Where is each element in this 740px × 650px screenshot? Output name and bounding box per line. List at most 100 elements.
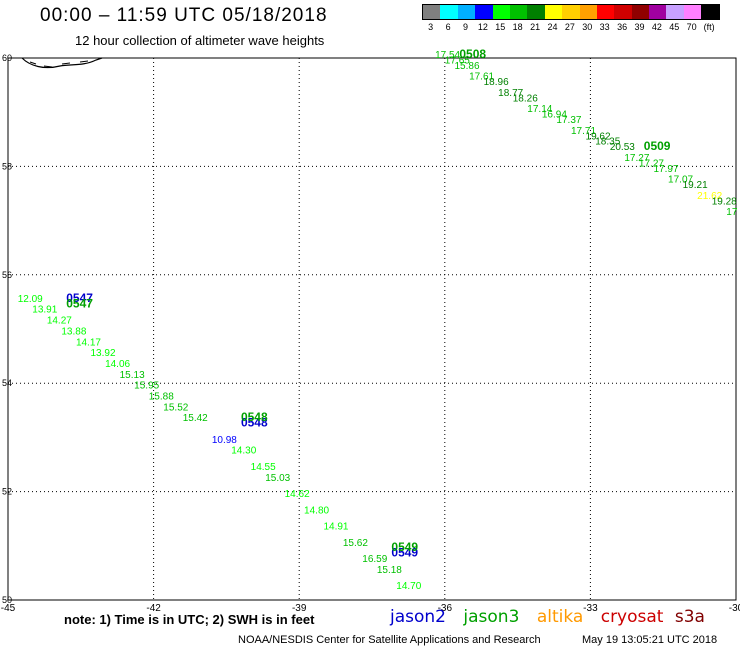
pass-number-label: 0549 [391, 546, 418, 560]
sat-jason3: jason3 [463, 607, 520, 627]
swh-value-label: 20.53 [610, 142, 635, 153]
swh-value-label: 14.27 [47, 316, 72, 327]
legend-labels: 3 6 9 12 15 18 21 24 27 30 33 36 39 42 45 70 (ft) [422, 20, 720, 34]
pass-number-label: 0548 [241, 416, 268, 430]
swh-value-label: 14.62 [285, 489, 310, 500]
lat-tick-label: 58 [2, 161, 12, 171]
swh-value-label: 15.13 [120, 370, 145, 381]
legend-swatch [457, 5, 476, 19]
legend-label: 33 [599, 22, 610, 32]
swh-value-label: 17.27 [639, 158, 664, 169]
pass-number-label: 0508 [459, 47, 486, 61]
legend-label: 9 [462, 22, 469, 32]
swh-value-label: 14.55 [251, 462, 276, 473]
lat-tick-label: 54 [2, 378, 12, 388]
legend-label: 70 [686, 22, 697, 32]
legend-label: 15 [495, 22, 506, 32]
swh-value-label: 14.91 [323, 522, 348, 533]
swh-value-label: 19.21 [683, 180, 708, 191]
swh-value-label: 15.03 [265, 473, 290, 484]
swh-value-label: 15.42 [183, 413, 208, 424]
swh-value-label: 17.27 [624, 153, 649, 164]
legend-label: 45 [669, 22, 680, 32]
swh-value-label: 16.94 [542, 110, 567, 121]
swh-value-label: 17.14 [527, 104, 552, 115]
swh-value-label: 14.30 [231, 446, 256, 457]
satellite-legend: jason2 jason3 altika cryosat s3a [390, 607, 717, 627]
swh-value-label: 17.07 [668, 175, 693, 186]
swh-value-label: 19.28 [712, 196, 737, 207]
legend-label: (ft) [703, 22, 715, 32]
lon-tick-label: -30 [729, 603, 740, 614]
swh-value-label: 16.59 [362, 554, 387, 565]
swh-value-label: 15.86 [455, 61, 480, 72]
swh-value-label: 15.52 [163, 402, 188, 413]
coastline-islands [29, 60, 89, 68]
legend-label: 27 [564, 22, 575, 32]
swh-value-label: 17.37 [556, 115, 581, 126]
note-text: note: 1) Time is in UTC; 2) SWH is in fe… [64, 612, 315, 627]
legend-swatch [562, 5, 580, 19]
swh-value-label: 15.62 [343, 538, 368, 549]
legend-swatch [614, 5, 632, 19]
pass-number-label: 0509 [644, 139, 671, 153]
swh-value-label: 15.18 [377, 565, 402, 576]
lon-tick-label: -39 [292, 603, 307, 614]
legend-swatch [527, 5, 545, 19]
legend-swatch [440, 5, 458, 19]
swh-value-label: 18.26 [513, 93, 538, 104]
sat-jason2: jason2 [390, 607, 446, 627]
credit-text: NOAA/NESDIS Center for Satellite Applica… [238, 634, 541, 646]
legend-swatch [649, 5, 667, 19]
swh-value-label: 10.98 [212, 435, 237, 446]
swh-value-label: 13.88 [61, 326, 86, 337]
legend-swatch [579, 5, 597, 19]
swh-value-label: 15.88 [149, 391, 174, 402]
swh-value-label: 14.80 [304, 505, 329, 516]
legend-swatch [631, 5, 650, 19]
legend-label: 36 [617, 22, 628, 32]
swh-value-label: 17.97 [653, 164, 678, 175]
swh-value-label: 13.92 [91, 348, 116, 359]
legend-label: 39 [634, 22, 645, 32]
legend-label: 6 [445, 22, 451, 32]
swh-value-label: 14.70 [396, 581, 421, 592]
pass-number-label: 0547 [66, 296, 93, 310]
pass-number-label: 0549 [391, 540, 418, 554]
coastline [21, 57, 103, 69]
swh-value-label: 14.17 [76, 337, 101, 348]
lon-tick-label: -33 [583, 603, 598, 614]
swh-value-label: 13.91 [32, 305, 57, 316]
swh-value-label: 17 [726, 207, 738, 218]
legend-label: 30 [582, 22, 593, 32]
legend-swatch [423, 5, 441, 19]
lon-tick-label: -45 [1, 603, 16, 614]
color-legend: 3 6 9 12 15 18 21 24 27 30 33 36 39 42 45 70 (ft) [422, 4, 720, 34]
swh-value-label: 17.54 [435, 50, 460, 61]
swh-value-label: 17.65 [445, 55, 470, 66]
legend-swatch [509, 5, 528, 19]
timestamp-text: May 19 13:05:21 UTC 2018 [582, 634, 718, 646]
swh-value-label: 15.95 [134, 381, 159, 392]
lat-tick-label: 52 [2, 487, 12, 497]
lat-tick-label: 60 [2, 53, 12, 63]
map-frame [7, 57, 737, 601]
swh-value-label: 19.62 [586, 131, 611, 142]
legend-label: 18 [512, 22, 523, 32]
swh-value-label: 17.71 [571, 126, 596, 137]
legend-swatch [666, 5, 684, 19]
lon-tick-label: -36 [438, 603, 453, 614]
page-title: 00:00 – 11:59 UTC 05/18/2018 [40, 5, 328, 26]
legend-label: 24 [547, 22, 558, 32]
swh-value-label: 18.96 [484, 77, 509, 88]
pass-number-label: 0548 [241, 410, 268, 424]
sat-cryosat: cryosat [600, 607, 664, 627]
legend-swatch [701, 5, 719, 19]
lat-tick-label: 50 [2, 595, 12, 605]
swh-value-label: 21.62 [697, 191, 722, 202]
swh-value-label: 18.35 [595, 137, 620, 148]
lat-tick-label: 56 [2, 270, 12, 280]
legend-label: 21 [530, 22, 541, 32]
swh-value-label: 14.06 [105, 359, 130, 370]
legend-label: 42 [651, 22, 662, 32]
